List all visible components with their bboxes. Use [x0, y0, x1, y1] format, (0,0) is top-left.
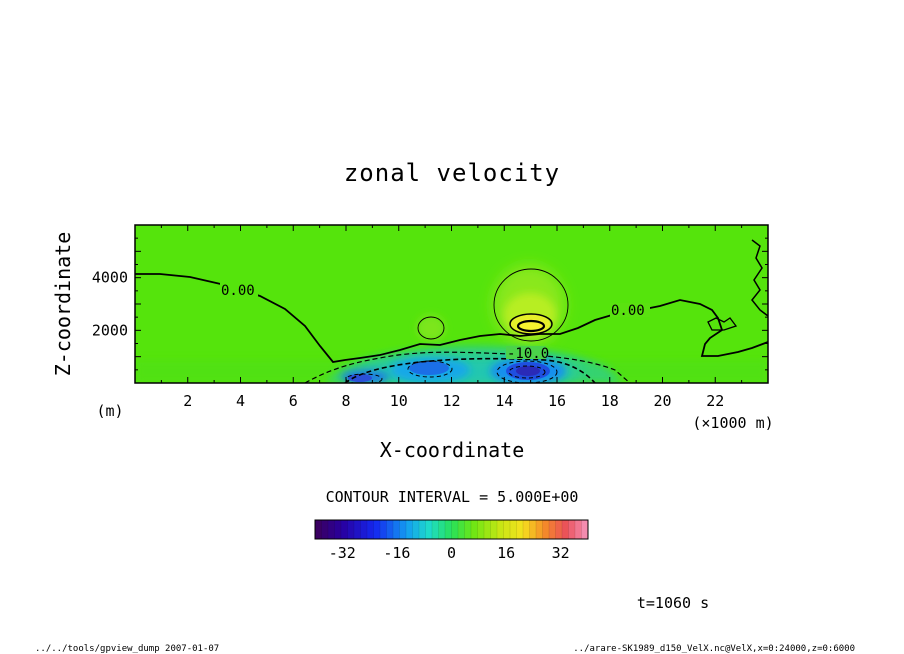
y-axis: 2000 4000 Z-coordinate (m)	[51, 232, 768, 420]
colorbar-cell	[497, 520, 504, 539]
colorbar-cell	[438, 520, 446, 539]
x-tick-label: 18	[601, 392, 619, 410]
colorbar-cell	[477, 520, 485, 539]
x-tick-label: 16	[548, 392, 566, 410]
colorbar-cell	[328, 520, 335, 539]
colorbar-cell	[451, 520, 459, 539]
colorbar-cell	[406, 520, 413, 539]
colorbar-cell	[523, 520, 530, 539]
colorbar-tick-label: 0	[447, 544, 456, 562]
colorbar-cell	[568, 520, 576, 539]
contour-5-secondary	[417, 316, 445, 340]
contour-interval: CONTOUR INTERVAL = 5.000E+00	[326, 488, 579, 506]
time-label: t=1060 s	[637, 594, 709, 612]
colorbar-cell	[347, 520, 355, 539]
colorbar-cell	[386, 520, 394, 539]
colorbar-tick-labels: -32 -16 0 16 32	[329, 544, 570, 562]
contour-neg15-a	[496, 360, 558, 383]
colorbar-cells	[314, 520, 589, 539]
contour-neg5	[304, 351, 631, 383]
x-tick-labels: 2 4 6 8 10 12 14 16 18 20 22	[183, 392, 724, 410]
colorbar-cell	[380, 520, 387, 539]
y-tick-label: 4000	[92, 269, 128, 287]
x-tick-label: 8	[341, 392, 350, 410]
y-axis-label: Z-coordinate	[51, 232, 75, 377]
chart-title: zonal velocity	[344, 159, 560, 187]
colorbar-cell	[373, 520, 381, 539]
zero-contour-edge	[751, 239, 768, 317]
colorbar-cell	[562, 520, 569, 539]
colorbar-cell	[542, 520, 550, 539]
colorbar-tick-label: 16	[497, 544, 515, 562]
y-tick-label: 2000	[92, 321, 128, 339]
contour-15-main	[516, 319, 546, 333]
contour-5-main	[493, 268, 569, 342]
colorbar-cell	[464, 520, 472, 539]
colorbar-cell	[367, 520, 374, 539]
colorbar-cell	[334, 520, 342, 539]
colorbar-cell	[321, 520, 329, 539]
x-tick-label: 14	[495, 392, 513, 410]
colorbar-frame	[314, 519, 589, 540]
colorbar-cell	[503, 520, 511, 539]
contour-labels: 0.00 0.00 -10.0	[220, 283, 650, 362]
colorbar-tick-label: 32	[552, 544, 570, 562]
y-tick-labels: 2000 4000	[92, 269, 128, 340]
colorbar-cell	[549, 520, 556, 539]
colorbar-tick-label: -32	[329, 544, 356, 562]
colorbar-cell	[354, 520, 361, 539]
colorbar-cell	[575, 520, 582, 539]
colorbar-cell	[581, 520, 589, 539]
x-tick-label: 4	[236, 392, 245, 410]
colorbar-cell	[516, 520, 524, 539]
colorbar-tick-label: -16	[383, 544, 410, 562]
colorbar-cell	[529, 520, 537, 539]
colorbar-cell	[484, 520, 491, 539]
x-tick-label: 12	[442, 392, 460, 410]
colorbar-cell	[490, 520, 498, 539]
colorbar-cell	[425, 520, 433, 539]
contour-label-zero-left: 0.00	[221, 283, 255, 299]
colorbar-cell	[419, 520, 426, 539]
colorbar-cell	[445, 520, 452, 539]
colorbar-cell	[458, 520, 465, 539]
zero-contour-island	[707, 317, 738, 331]
x-axis: 2 4 6 8 10 12 14 16 18 20 22 X-coordinate (×1000 m…	[160, 225, 774, 462]
x-tick-marks	[160, 225, 743, 383]
colorbar-cell	[399, 520, 407, 539]
x-axis-label: X-coordinate	[380, 438, 525, 462]
x-tick-label: 10	[390, 392, 408, 410]
colorbar-cell	[555, 520, 563, 539]
colorbar-cell	[510, 520, 517, 539]
x-tick-label: 2	[183, 392, 192, 410]
contour-neg20-a	[508, 365, 546, 379]
contour-neg15-b	[407, 360, 453, 378]
x-tick-label: 20	[653, 392, 671, 410]
colorbar-cell	[432, 520, 439, 539]
contour-label-zero-right: 0.00	[611, 303, 645, 319]
colorbar-cell	[393, 520, 400, 539]
colorbar-cell	[341, 520, 348, 539]
colorbar-cell	[536, 520, 543, 539]
positive-core-secondary	[417, 315, 445, 341]
y-axis-unit: (m)	[96, 402, 123, 420]
footer-left: ../../tools/gpview_dump 2007-01-07	[35, 644, 219, 654]
colorbar-cell	[412, 520, 420, 539]
contour-10-main	[509, 313, 553, 335]
x-axis-unit: (×1000 m)	[692, 414, 773, 432]
x-tick-label: 22	[706, 392, 724, 410]
contour-label-neg10: -10.0	[507, 346, 549, 362]
colorbar: -32 -16 0 16 32	[314, 519, 589, 562]
plot-area: 0.00 0.00 -10.0	[134, 224, 769, 384]
colorbar-cell	[360, 520, 368, 539]
contour-neg10	[344, 357, 596, 383]
y-tick-marks	[135, 237, 768, 371]
x-tick-label: 6	[289, 392, 298, 410]
footer-right: ../arare-SK1989_d150_VelX.nc@VelX,x=0:24…	[573, 644, 855, 654]
colorbar-cell	[315, 520, 322, 539]
colorbar-cell	[471, 520, 478, 539]
zero-contour	[135, 273, 768, 363]
